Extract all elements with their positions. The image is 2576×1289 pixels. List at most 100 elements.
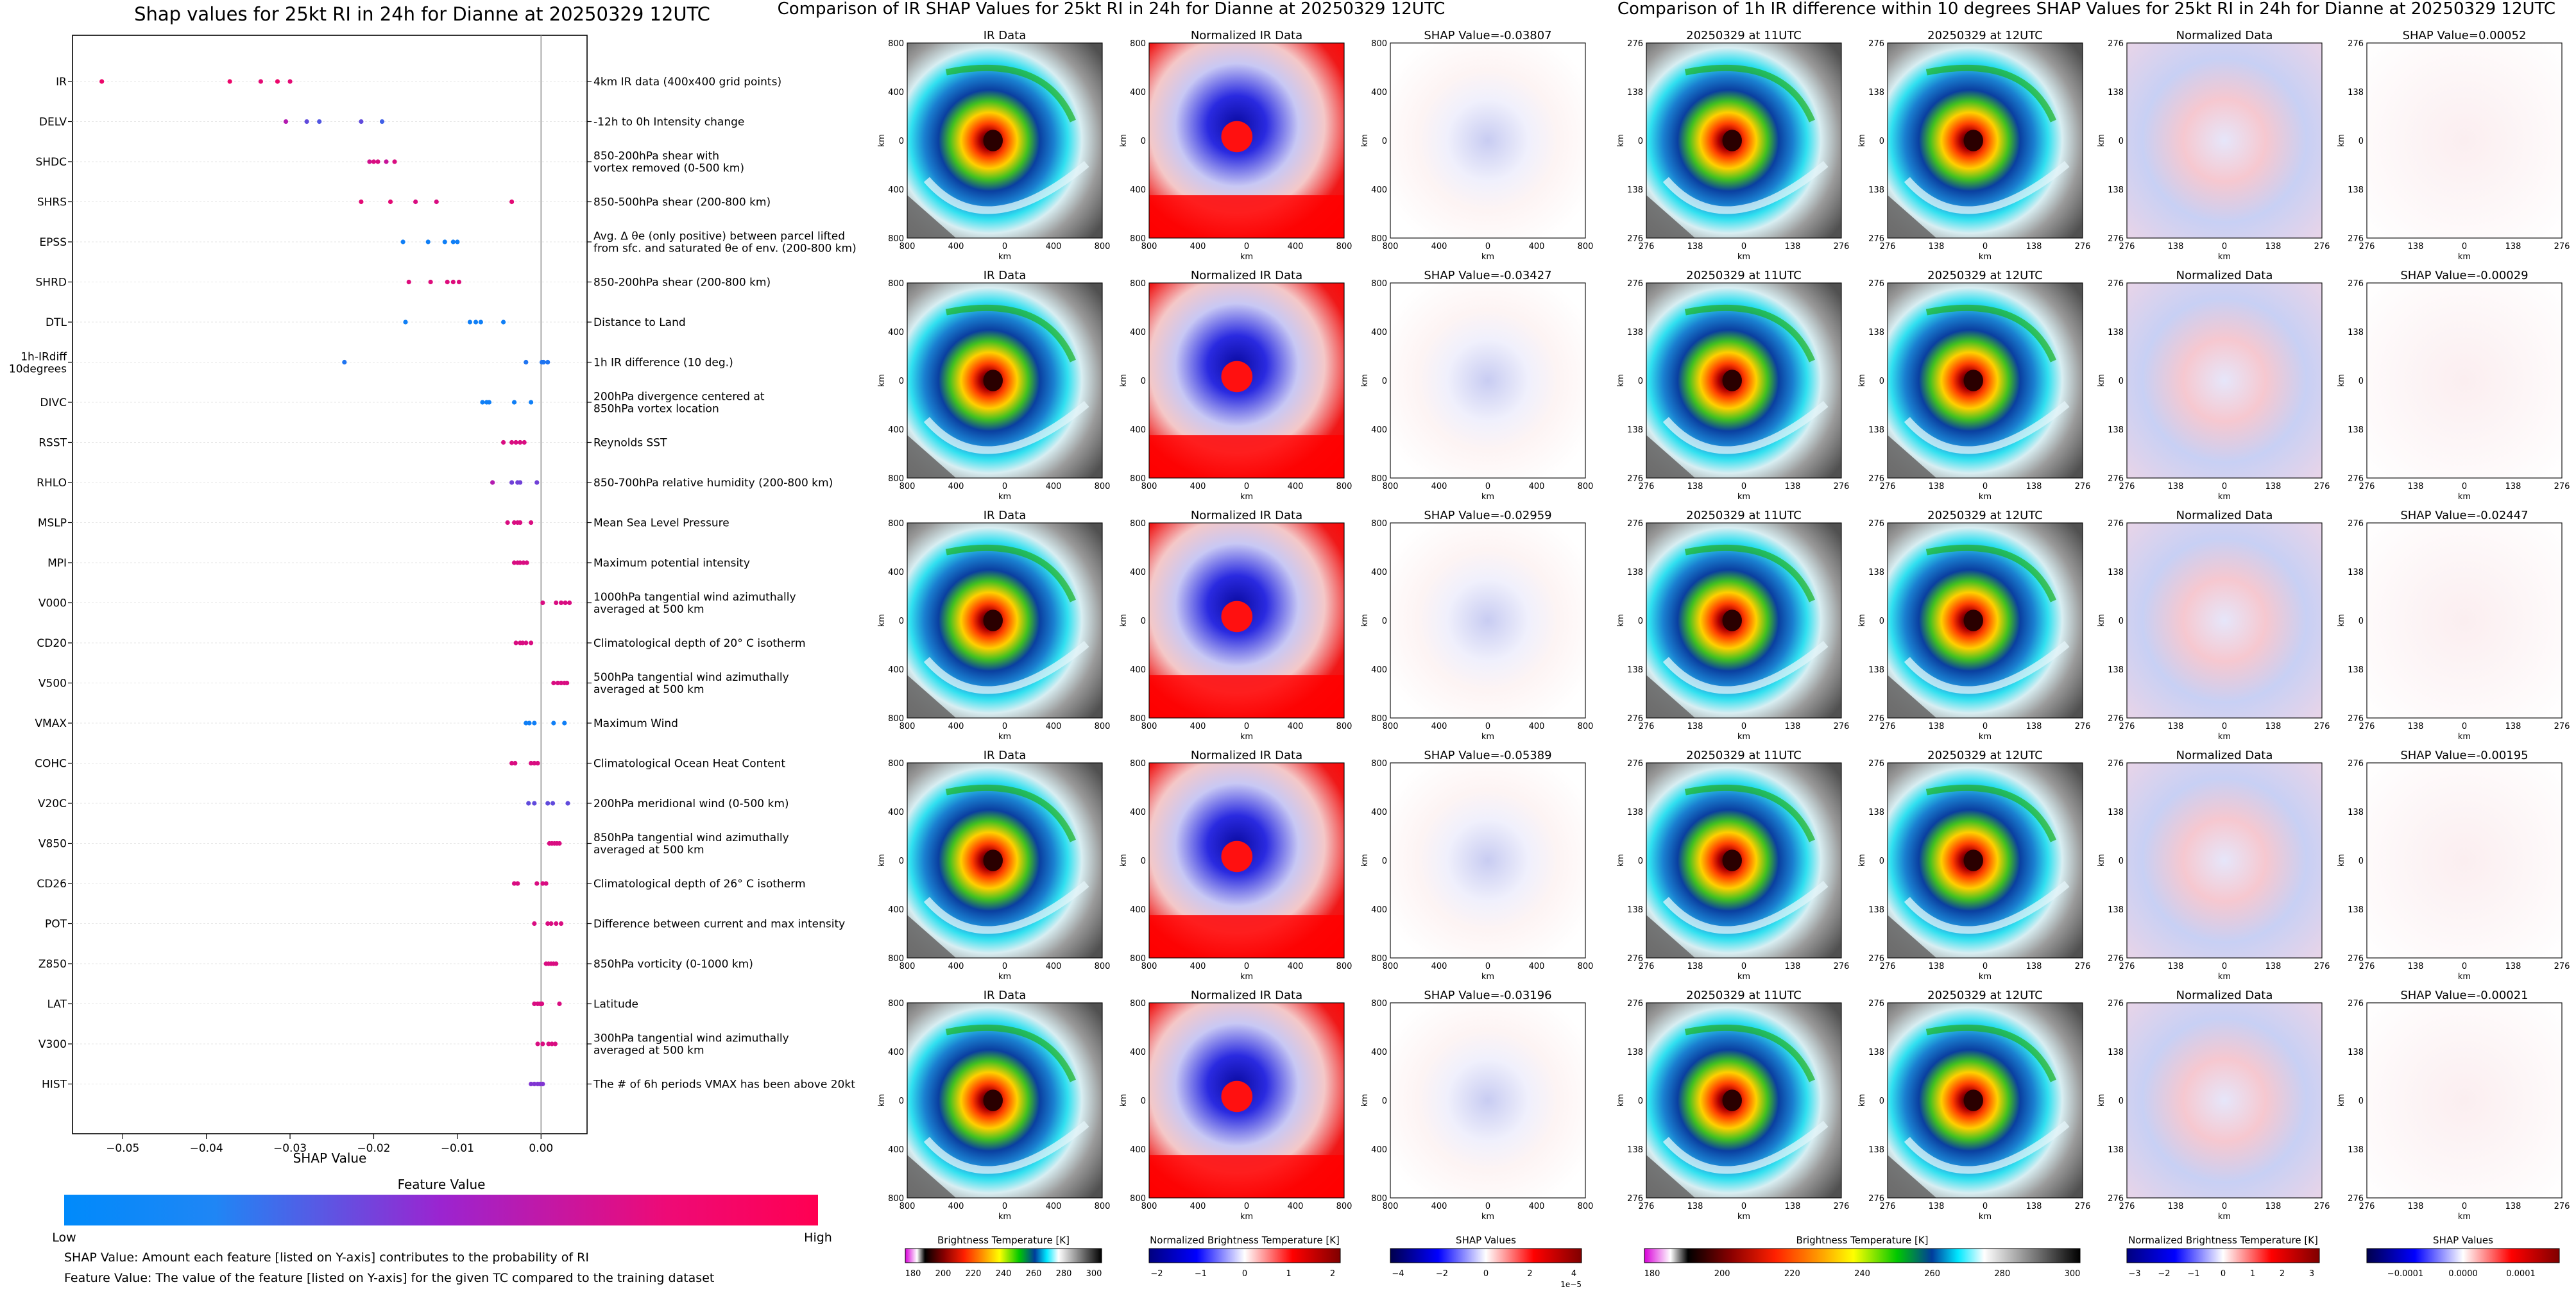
y-tick-label: 276 [2348, 234, 2364, 244]
y-axis-label: km [1616, 614, 1626, 627]
x-tick-label: 0 [2462, 1202, 2467, 1211]
irdiff-panel: 20250329 at 12UTC27627613813800138138276… [1857, 749, 2090, 982]
storm-core [983, 370, 1003, 391]
y-tick-label: 276 [1627, 519, 1643, 529]
x-tick-label: 0 [1983, 962, 1988, 971]
storm-core [1722, 370, 1742, 391]
colorbar-tick-label: −0.0001 [2387, 1269, 2423, 1279]
y-tick-label: 800 [1371, 279, 1387, 289]
x-axis-label: km [2458, 492, 2471, 502]
x-axis-label: km [2458, 732, 2471, 742]
shap-point [434, 199, 439, 205]
shap-point [535, 760, 540, 766]
feature-name-label: SHRS [37, 196, 67, 209]
x-tick-label: 400 [1190, 722, 1206, 731]
storm-core [983, 1089, 1003, 1111]
y-tick-label: 800 [1130, 519, 1146, 529]
feature-row: CD20 Climatological depth of 20° C isothe… [37, 637, 805, 650]
x-tick-label: 138 [1785, 1202, 1801, 1211]
x-tick-label: 138 [1929, 962, 1945, 971]
y-tick-label: 276 [1627, 714, 1643, 724]
x-tick-label: 276 [1639, 482, 1655, 491]
feature-name-label: CD20 [37, 637, 67, 650]
shap-point [287, 79, 293, 84]
x-tick-label: 276 [2554, 1202, 2570, 1211]
panel-title: SHAP Value=-0.03427 [1424, 269, 1551, 282]
warm-region [1149, 1155, 1344, 1198]
x-axis-label: km [2458, 252, 2471, 262]
shap-point [425, 239, 431, 244]
storm-core [1221, 1080, 1253, 1113]
colorbar-label: Normalized Brightness Temperature [K] [2128, 1234, 2318, 1246]
clear-region [1888, 435, 1936, 478]
x-tick-label: 0 [2462, 242, 2467, 252]
colorbar-tick-label: 220 [966, 1269, 982, 1279]
irdiff-panel: SHAP Value=0.000522762761381380013813827… [2337, 29, 2570, 262]
feature-description-line: 1000hPa tangential wind azimuthally [593, 591, 796, 604]
y-tick-label: 800 [1371, 474, 1387, 484]
y-tick-label: 138 [2348, 185, 2364, 195]
y-axis-label: km [1616, 1094, 1626, 1107]
colorbar: SHAP Values −4 −2 0 2 41e−5 [1390, 1234, 1582, 1289]
panel-frame [1646, 762, 1842, 959]
y-tick-label: 276 [2108, 474, 2124, 484]
y-tick-label: 400 [888, 185, 904, 195]
ir-colorbars: Brightness Temperature [K]180 200 220 240 26… [905, 1234, 1582, 1289]
panel-title: Normalized Data [2176, 509, 2273, 522]
y-tick-label: 800 [1130, 714, 1146, 724]
x-tick-label: 138 [2408, 1202, 2424, 1211]
feature-description-line: Avg. Δ θe (only positive) between parcel… [593, 230, 845, 243]
y-tick-label: 400 [1371, 1048, 1387, 1057]
feature-name-label: SHRD [36, 277, 67, 289]
panel-frame [1390, 1002, 1586, 1199]
x-axis-label: km [1481, 972, 1494, 982]
shap-point [562, 721, 567, 726]
y-tick-label: 400 [888, 88, 904, 98]
y-tick-label: 138 [1627, 808, 1643, 817]
x-axis-label: km [2458, 1212, 2471, 1222]
clear-region [907, 915, 956, 958]
colorbar: SHAP Values −0.0001 0.0000 0.0001 [2366, 1234, 2560, 1279]
convective-band [1925, 784, 2056, 842]
panel-title: SHAP Value=-0.00195 [2400, 749, 2528, 762]
panel-title: 20250329 at 11UTC [1686, 749, 1802, 762]
clear-region [1888, 195, 1936, 238]
panel-frame [2366, 282, 2563, 479]
feature-description-line: 200hPa meridional wind (0-500 km) [593, 798, 789, 810]
feature-name-label: V000 [38, 597, 67, 610]
panel-title: 20250329 at 12UTC [1927, 509, 2043, 522]
shap-point [554, 961, 559, 966]
feature-description-line: Maximum Wind [593, 717, 678, 730]
ir-panel: Normalized IR Data8008004004000040040080… [1119, 509, 1352, 742]
ir-panel: Normalized IR Data8008004004000040040080… [1119, 269, 1352, 502]
y-tick-label: 138 [1627, 905, 1643, 915]
shap-point [546, 1041, 551, 1046]
y-tick-label: 800 [1130, 759, 1146, 769]
y-tick-label: 0 [1382, 1097, 1387, 1106]
x-tick-label: 400 [1046, 482, 1062, 491]
y-axis-label: km [1360, 374, 1370, 387]
colorbar-bar [1148, 1248, 1341, 1263]
shap-point [511, 520, 517, 525]
feature-description-line: 500hPa tangential wind azimuthally [593, 671, 789, 684]
x-tick-label: 0 [2462, 962, 2467, 971]
shap-point [375, 159, 380, 164]
feature-value-colorbar [64, 1195, 818, 1225]
ir-panel: SHAP Value=-0.03807800800400400004004008… [1360, 29, 1593, 262]
shap-point [550, 801, 556, 806]
colorbar-tick-label: 0.0001 [2506, 1269, 2536, 1279]
x-tick-label: 138 [1785, 482, 1801, 491]
x-axis-label: km [2218, 972, 2231, 982]
x-axis-label: km [1979, 492, 1992, 502]
y-tick-label: 800 [1371, 759, 1387, 769]
x-tick-label: 800 [1336, 962, 1352, 971]
y-axis-label: km [1119, 614, 1129, 627]
x-tick-label: 138 [2168, 242, 2184, 252]
panel-frame [2126, 522, 2323, 719]
colorbar-tick-label: 2 [2280, 1269, 2285, 1279]
colorbar-tick-label: −1 [1195, 1269, 1207, 1279]
irdiff-panel: 20250329 at 12UTC27627613813800138138276… [1857, 989, 2090, 1222]
y-tick-label: 138 [2348, 425, 2364, 435]
normalized-diff-image [2127, 283, 2322, 478]
colorbar-tick-label: 3 [2309, 1269, 2314, 1279]
